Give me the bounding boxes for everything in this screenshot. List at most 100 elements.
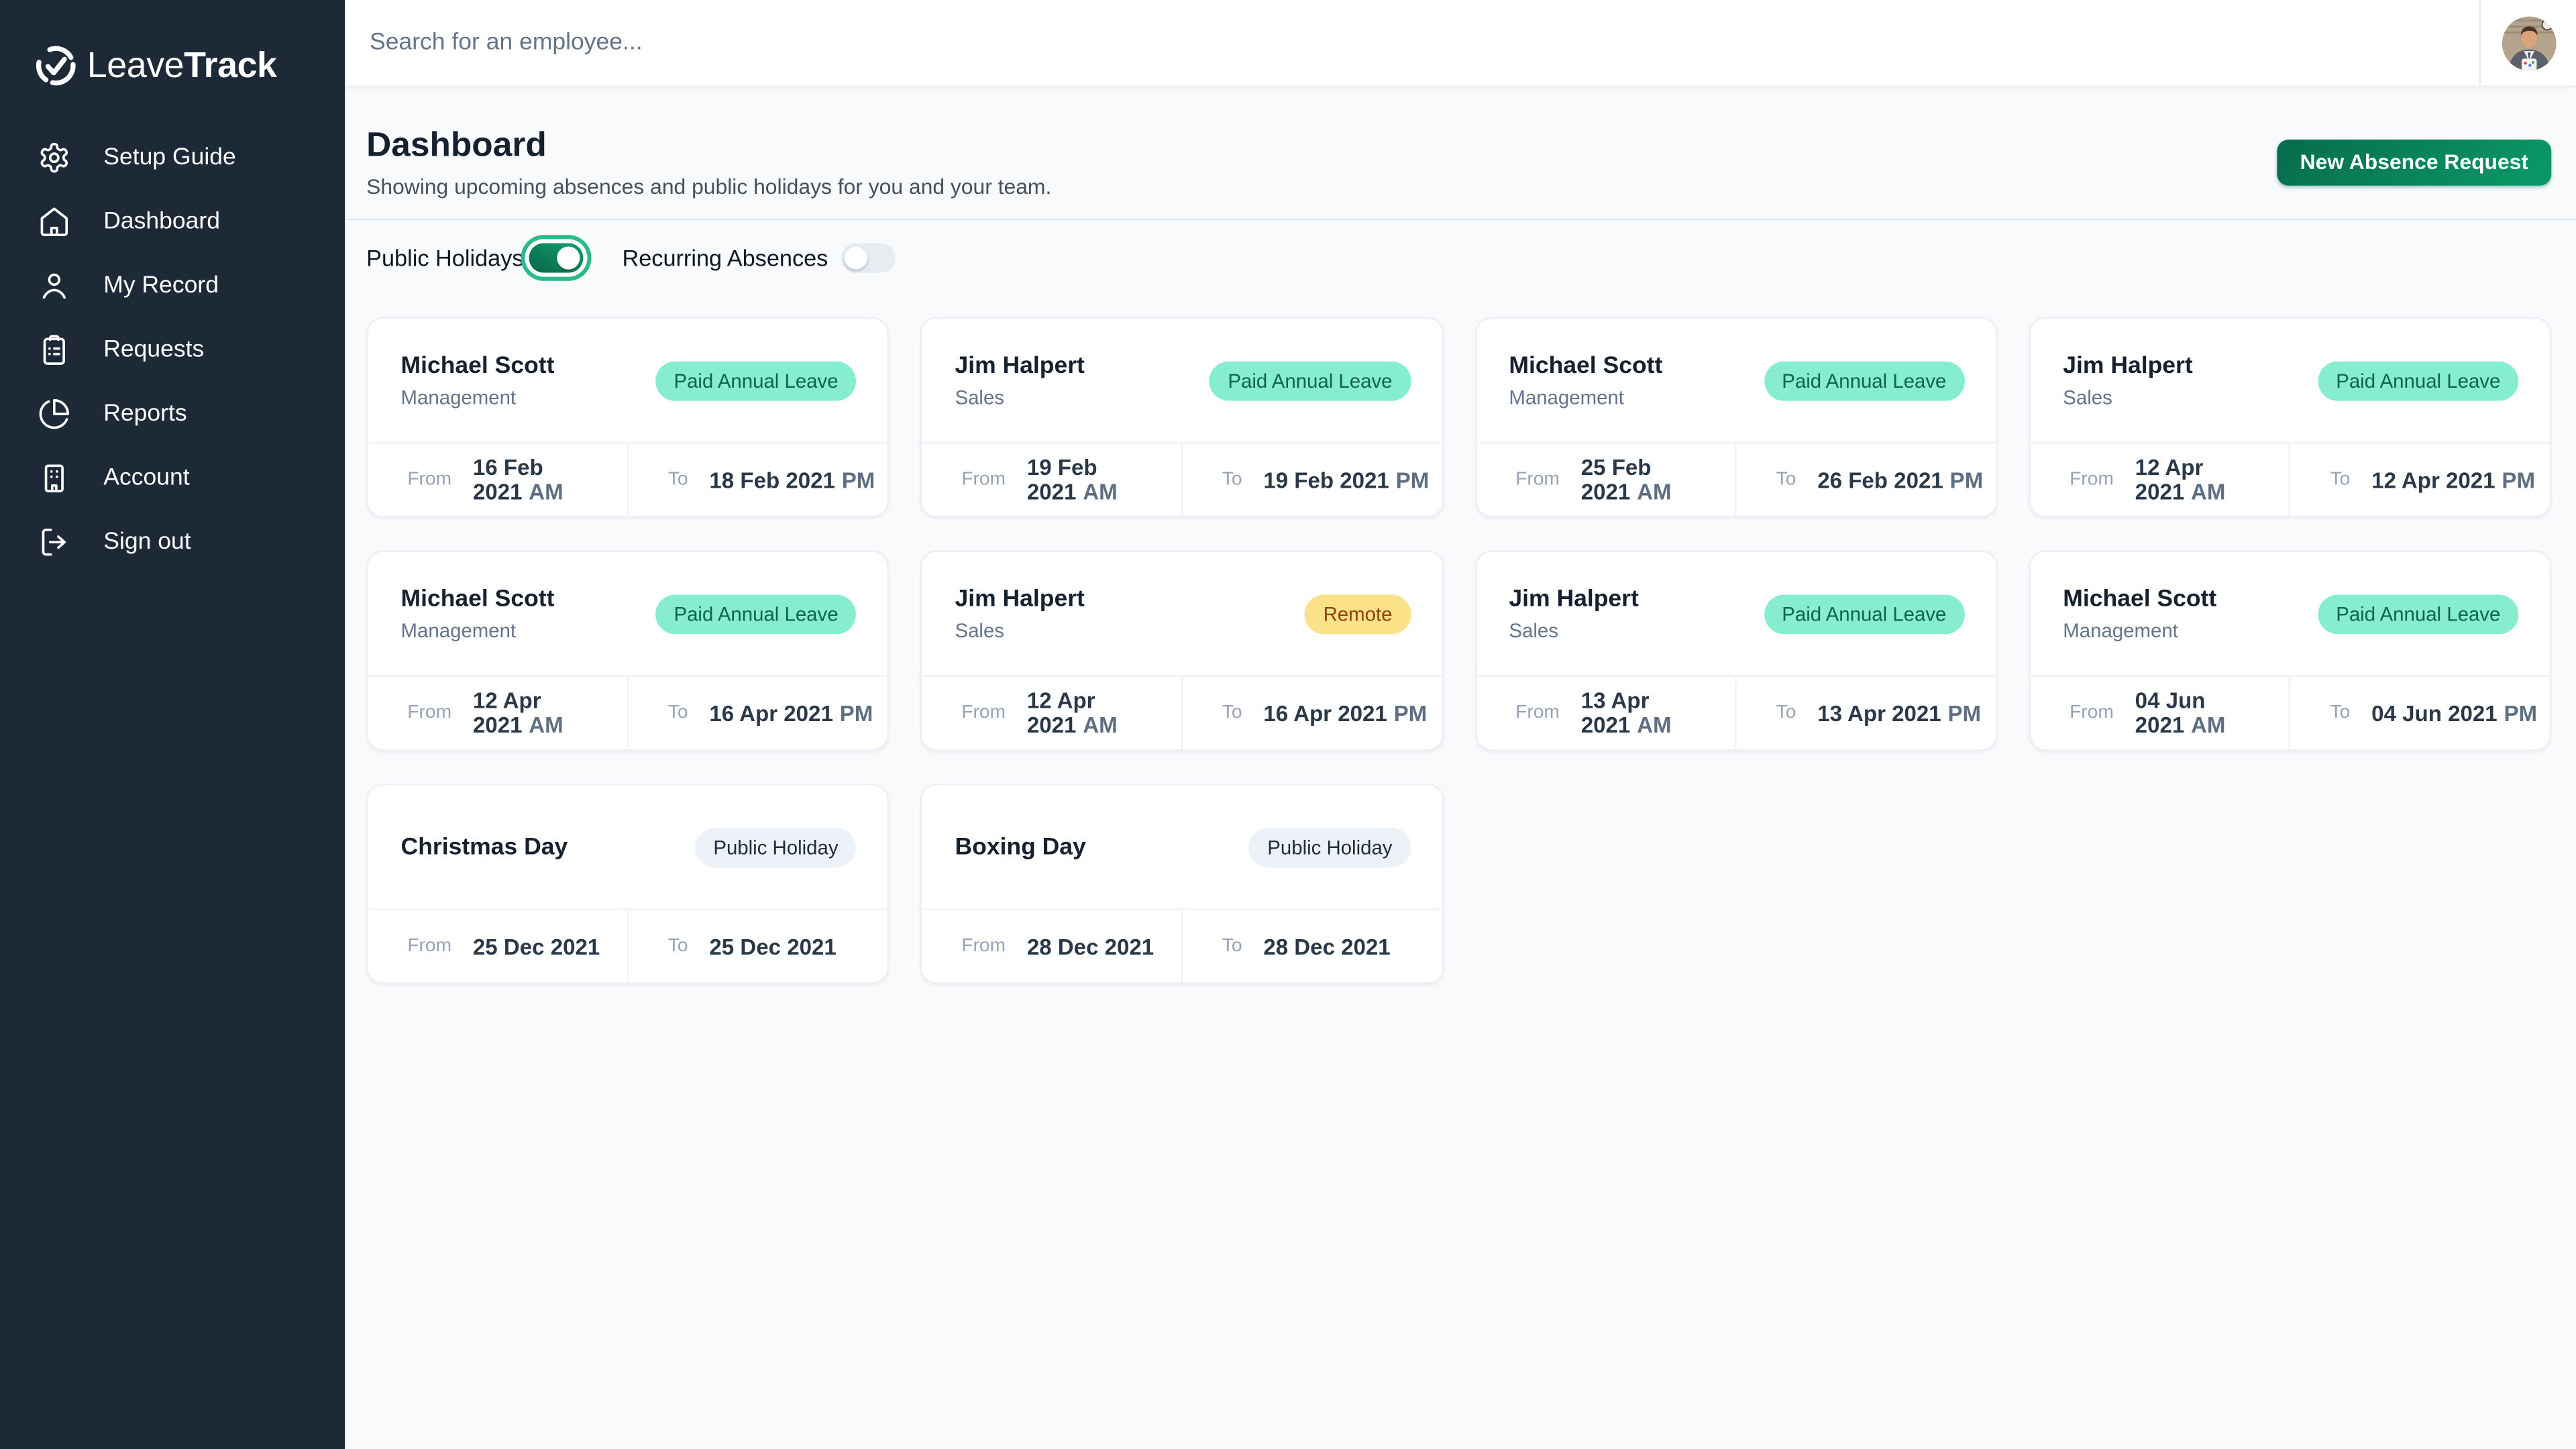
from-meridiem: AM [2191, 480, 2226, 505]
card-badge: Public Holiday [695, 827, 857, 867]
absence-card: Michael Scott Management Paid Annual Lea… [366, 317, 890, 518]
from-label: From [407, 936, 452, 957]
card-dates: From 04 Jun 2021 AM To 04 Jun 2021 PM [2030, 677, 2549, 750]
card-dates: From 12 Apr 2021 AM To 16 Apr 2021 PM [922, 677, 1442, 750]
main-area: Dashboard Showing upcoming absences and … [345, 0, 2576, 1449]
to-date-text: 25 Dec 2021 [709, 934, 837, 959]
to-date-text: 19 Feb 2021 [1263, 468, 1389, 492]
absence-card: Michael Scott Management Paid Annual Lea… [1474, 317, 1998, 518]
sidebar-item-requests[interactable]: Requests [0, 317, 345, 382]
absence-card: Jim Halpert Sales Paid Annual Leave From… [1474, 550, 1998, 751]
from-date: 12 Apr 2021 AM [1027, 689, 1181, 738]
card-dates: From 12 Apr 2021 AM To 16 Apr 2021 PM [368, 677, 888, 750]
to-meridiem: PM [2504, 700, 2538, 726]
recurring-absences-toggle[interactable] [841, 243, 896, 273]
card-person: Michael Scott Management [2063, 586, 2216, 642]
from-date-text: 13 Apr 2021 [1580, 688, 1650, 739]
card-to: To 16 Apr 2021 PM [1181, 677, 1442, 750]
brand-name: LeaveTrack [87, 44, 277, 86]
card-from: From 28 Dec 2021 [922, 910, 1181, 983]
sidebar-item-sign-out[interactable]: Sign out [0, 509, 345, 574]
filters-row: Public Holidays Recurring Absences [345, 221, 2576, 273]
from-date: 25 Feb 2021 AM [1581, 455, 1735, 504]
from-date-text: 16 Feb 2021 [472, 455, 543, 505]
card-badge: Paid Annual Leave [655, 361, 857, 400]
card-to: To 04 Jun 2021 PM [2289, 677, 2549, 750]
card-top: Jim Halpert Sales Remote [922, 552, 1442, 678]
card-from: From 25 Dec 2021 [368, 910, 627, 983]
user-icon [38, 268, 70, 301]
absence-card: Christmas Day Public Holiday From 25 Dec… [366, 784, 890, 985]
brand-logo: LeaveTrack [0, 41, 345, 90]
card-from: From 16 Feb 2021 AM [368, 444, 627, 517]
from-meridiem: AM [529, 480, 564, 505]
sidebar-item-label: Setup Guide [103, 144, 236, 170]
card-from: From 19 Feb 2021 AM [922, 444, 1181, 517]
from-date: 12 Apr 2021 AM [473, 689, 627, 738]
to-date-text: 28 Dec 2021 [1263, 934, 1391, 959]
sidebar-item-label: Sign out [103, 528, 191, 555]
to-date-text: 26 Feb 2021 [1817, 468, 1943, 492]
search-input[interactable] [345, 0, 2479, 86]
card-dates: From 19 Feb 2021 AM To 19 Feb 2021 PM [922, 443, 1441, 517]
to-date: 13 Apr 2021 PM [1817, 701, 1981, 726]
from-date: 25 Dec 2021 [473, 934, 606, 959]
card-top: Michael Scott Management Paid Annual Lea… [368, 319, 888, 444]
card-department: Management [400, 385, 517, 409]
to-label: To [667, 936, 688, 957]
sidebar-item-account[interactable]: Account [0, 445, 345, 510]
sidebar-item-reports[interactable]: Reports [0, 381, 345, 445]
from-date-text: 12 Apr 2021 [1026, 688, 1095, 739]
card-to: To 28 Dec 2021 [1181, 910, 1442, 983]
from-label: From [407, 703, 452, 724]
sidebar-item-dashboard[interactable]: Dashboard [0, 189, 345, 254]
sidebar-item-setup-guide[interactable]: Setup Guide [0, 125, 345, 189]
sidebar-item-my-record[interactable]: My Record [0, 253, 345, 317]
card-person: Christmas Day [401, 834, 568, 860]
toggle-knob [556, 246, 580, 270]
to-meridiem: PM [841, 468, 875, 492]
from-meridiem: AM [1637, 713, 1672, 739]
to-date-text: 18 Feb 2021 [709, 468, 835, 492]
sidebar-item-label: My Record [103, 272, 219, 299]
new-absence-request-button[interactable]: New Absence Request [2277, 139, 2552, 185]
avatar[interactable] [2501, 15, 2556, 70]
card-person: Michael Scott Management [1509, 353, 1662, 409]
card-to: To 16 Apr 2021 PM [627, 677, 888, 750]
card-badge: Paid Annual Leave [1210, 361, 1411, 400]
from-label: From [2070, 703, 2114, 724]
from-date: 16 Feb 2021 AM [473, 455, 627, 504]
card-top: Michael Scott Management Paid Annual Lea… [368, 552, 888, 678]
public-holidays-filter: Public Holidays [366, 243, 583, 273]
user-menu[interactable] [2481, 0, 2576, 85]
card-top: Jim Halpert Sales Paid Annual Leave [1476, 552, 1996, 678]
card-name: Michael Scott [2063, 586, 2217, 612]
building-icon [38, 461, 70, 494]
card-person: Jim Halpert Sales [1509, 586, 1638, 642]
card-to: To 25 Dec 2021 [627, 910, 888, 983]
from-label: From [961, 703, 1006, 724]
to-date-text: 13 Apr 2021 [1817, 700, 1941, 726]
page-subtitle: Showing upcoming absences and public hol… [366, 174, 1052, 199]
card-top: Christmas Day Public Holiday [368, 786, 888, 911]
to-date: 12 Apr 2021 PM [2371, 468, 2535, 492]
to-meridiem: PM [839, 700, 873, 726]
home-icon [38, 205, 70, 237]
recurring-absences-label: Recurring Absences [622, 245, 828, 272]
card-badge: Paid Annual Leave [1764, 594, 1965, 634]
from-date: 13 Apr 2021 AM [1581, 689, 1735, 738]
from-date: 12 Apr 2021 AM [2135, 455, 2290, 504]
card-name: Michael Scott [1509, 352, 1663, 379]
absence-card: Jim Halpert Sales Paid Annual Leave From… [2028, 317, 2552, 518]
to-label: To [2330, 470, 2351, 490]
public-holidays-toggle[interactable] [528, 243, 583, 273]
card-person: Boxing Day [955, 834, 1085, 860]
sidebar-item-label: Requests [103, 335, 205, 363]
card-from: From 12 Apr 2021 AM [368, 677, 627, 749]
from-date: 28 Dec 2021 [1027, 934, 1161, 959]
card-name: Jim Halpert [955, 352, 1085, 379]
card-name: Jim Halpert [1509, 586, 1639, 612]
gear-icon [38, 140, 70, 173]
card-person: Jim Halpert Sales [955, 586, 1084, 642]
